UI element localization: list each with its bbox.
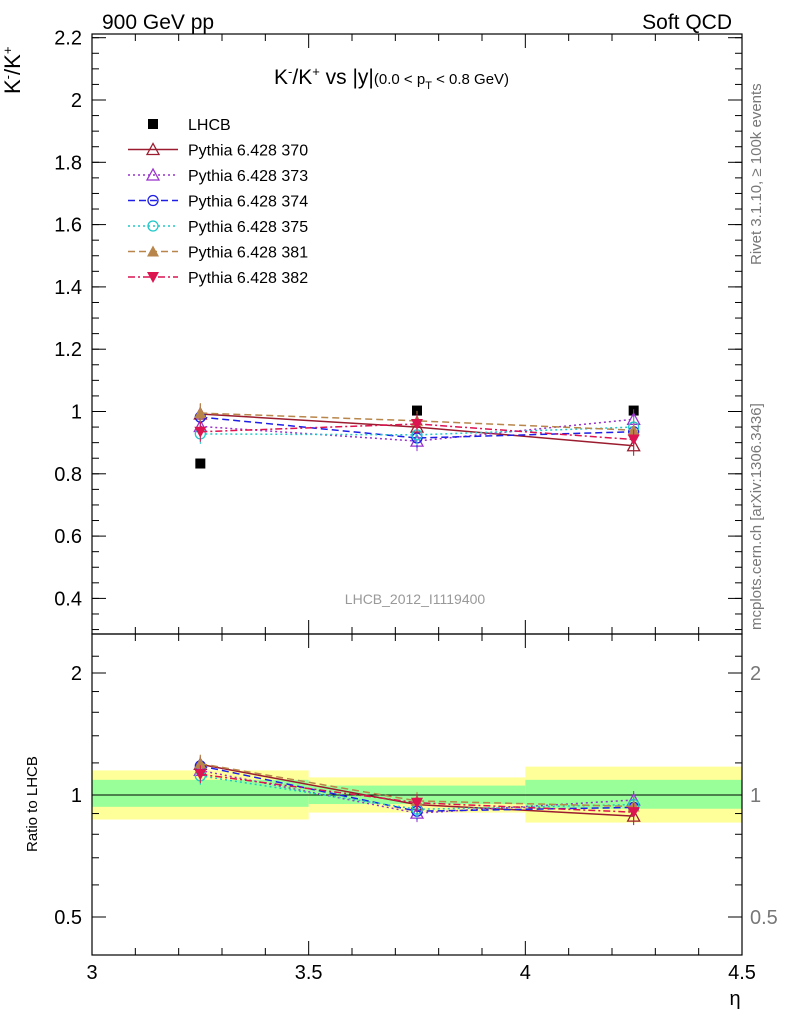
ratio-y-label: Ratio to LHCB: [24, 756, 41, 852]
legend-marker: [147, 245, 159, 257]
main-x-axis: [91, 34, 743, 634]
ratio-y-tick-label: 0.5: [54, 907, 82, 929]
ratio-data-point: [194, 757, 207, 769]
ratio-series-line: [200, 773, 634, 813]
x-tick-label: 4: [520, 962, 531, 984]
ratio-y-axis: 0.5 0.5 1 1 2 2: [54, 655, 778, 929]
main-y-tick-label: 2.2: [54, 28, 82, 50]
ratio-data-point: [627, 807, 640, 819]
legend-marker: [147, 220, 159, 232]
header-category: Soft QCD: [642, 11, 732, 34]
legend-marker: [145, 142, 161, 156]
main-data-point: [627, 434, 640, 446]
legend-entry: Pythia 6.428 382: [188, 270, 308, 287]
ratio-series: [193, 754, 641, 826]
legend-marker: [147, 194, 159, 207]
main-data-point: [195, 458, 206, 469]
legend-entry: Pythia 6.428 374: [188, 194, 308, 211]
x-axis-label: η: [729, 988, 740, 1010]
main-series-line: [200, 412, 634, 431]
main-series-line: [200, 416, 634, 439]
ratio-x-axis: 3 3.5 4 4.5: [86, 634, 756, 984]
legend-marker: [148, 119, 158, 129]
ratio-data-point: [194, 769, 207, 781]
main-series: [193, 403, 641, 469]
ratio-series-line: [200, 762, 634, 808]
legend-entry: Pythia 6.428 381: [188, 245, 308, 262]
main-y-tick-label: 0.6: [54, 526, 82, 548]
ratio-panel: 0.5 0.5 1 1 2 2 3 3.5 4 4.5: [54, 633, 778, 984]
legend-entry: Pythia 6.428 373: [188, 168, 308, 185]
analysis-id: LHCB_2012_I1119400: [345, 591, 486, 607]
ratio-y-tick-label-right: 0.5: [750, 907, 778, 929]
ratio-y-tick-label-right: 1: [750, 785, 761, 807]
main-y-tick-label: 1: [71, 402, 82, 424]
legend-marker: [147, 272, 159, 283]
main-y-axis: 0.4 0.6 0.8 1 1.2 1.4 1.6 1.8 2 2.2: [54, 28, 742, 631]
main-data-point: [626, 438, 641, 452]
main-title: K-/K+ vs |y|(0.0 < pT < 0.8 GeV): [274, 64, 509, 92]
legend-entry: Pythia 6.428 375: [188, 219, 308, 236]
header-energy: 900 GeV pp: [102, 11, 214, 34]
main-panel: 0.4 0.6 0.8 1 1.2 1.4 1.6 1.8 2 2.2 LHCB Pythia 6.…: [54, 28, 743, 635]
main-y-label: K-/K+: [0, 47, 25, 94]
legend-marker: [145, 167, 161, 181]
main-data-point: [412, 405, 422, 416]
main-y-tick-label: 1.4: [54, 277, 82, 299]
main-y-tick-label: 2: [71, 90, 82, 112]
x-tick-label: 3: [86, 962, 97, 984]
ratio-y-tick-label-right: 2: [750, 663, 761, 685]
main-data-point: [411, 418, 423, 430]
mcplots-label: mcplots.cern.ch [arXiv:1306.3436]: [748, 403, 765, 630]
x-tick-label: 3.5: [295, 962, 323, 984]
ratio-data-point: [411, 797, 423, 809]
main-y-tick-label: 1.6: [54, 215, 82, 237]
rivet-label: Rivet 3.1.10, ≥ 100k events: [748, 83, 765, 265]
legend-entry: Pythia 6.428 370: [188, 143, 308, 160]
ratio-y-tick-label: 2: [71, 663, 82, 685]
main-data-point: [194, 407, 207, 419]
main-data-point: [194, 426, 207, 438]
legend-entry: LHCB: [188, 117, 231, 134]
x-tick-label: 4.5: [728, 962, 756, 984]
main-y-tick-label: 0.4: [54, 588, 82, 610]
main-y-tick-label: 0.8: [54, 464, 82, 486]
legend: LHCB Pythia 6.428 370 Pythia 6.428 373 Pyth…: [128, 117, 308, 287]
ratio-y-tick-label: 1: [71, 785, 82, 807]
main-y-tick-label: 1.8: [54, 152, 82, 174]
main-y-tick-label: 1.2: [54, 339, 82, 361]
